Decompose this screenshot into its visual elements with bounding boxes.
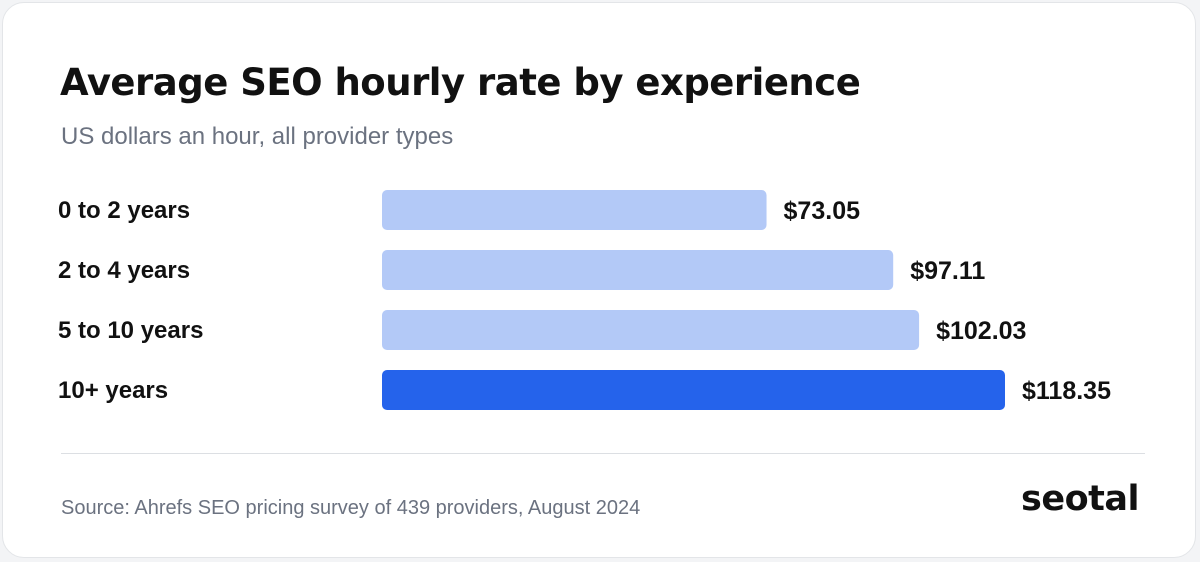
source-note: Source: Ahrefs SEO pricing survey of 439… bbox=[61, 497, 641, 519]
bar bbox=[382, 370, 1005, 410]
category-label: 0 to 2 years bbox=[58, 197, 190, 224]
bar bbox=[382, 310, 920, 350]
category-label: 10+ years bbox=[58, 377, 168, 404]
chart-subtitle: US dollars an hour, all provider types bbox=[61, 123, 454, 150]
bar bbox=[382, 190, 767, 230]
value-label: $73.05 bbox=[784, 197, 861, 225]
bar bbox=[382, 250, 894, 290]
brand-logo: seotal bbox=[1021, 479, 1139, 519]
value-label: $97.11 bbox=[910, 257, 985, 285]
value-label: $118.35 bbox=[1022, 377, 1111, 405]
category-label: 2 to 4 years bbox=[58, 257, 190, 284]
value-label: $102.03 bbox=[936, 317, 1026, 345]
footer-divider bbox=[61, 453, 1145, 454]
category-label: 5 to 10 years bbox=[58, 317, 203, 344]
chart-title: Average SEO hourly rate by experience bbox=[60, 61, 861, 104]
